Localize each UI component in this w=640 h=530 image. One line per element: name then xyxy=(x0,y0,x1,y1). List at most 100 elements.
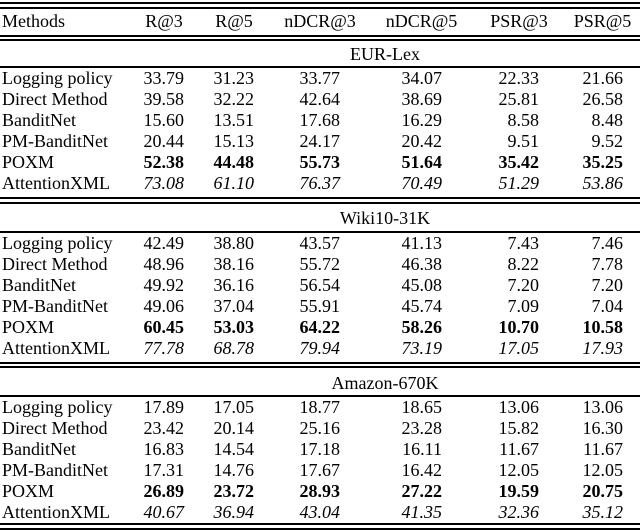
value-cell: 17.67 xyxy=(299,460,341,480)
value-cell: 56.54 xyxy=(299,274,341,295)
method-cell: PM-BanditNet xyxy=(2,131,108,151)
column-header-methods: Methods xyxy=(2,11,65,31)
section-title-row: EUR-Lex xyxy=(0,42,640,66)
value-cell: 7.78 xyxy=(591,253,624,274)
value-cell: 31.23 xyxy=(213,68,255,88)
method-cell: Logging policy xyxy=(2,232,113,253)
value-cell: 34.07 xyxy=(401,68,443,88)
column-header-psr3: PSR@3 xyxy=(490,11,548,31)
column-header-r5: R@5 xyxy=(215,11,253,31)
method-cell: Logging policy xyxy=(2,397,113,417)
value-cell: 17.93 xyxy=(582,337,624,358)
value-cell: 20.75 xyxy=(582,481,624,501)
value-cell: 22.33 xyxy=(498,68,540,88)
table-row: Logging policy 17.89 17.05 18.77 18.65 1… xyxy=(0,397,640,418)
value-cell: 13.06 xyxy=(498,397,540,417)
rule-single xyxy=(0,66,640,68)
value-cell: 53.86 xyxy=(582,173,624,193)
value-cell: 49.92 xyxy=(143,274,185,295)
column-header-ndcr5: nDCR@5 xyxy=(385,11,458,31)
value-cell: 35.25 xyxy=(582,152,624,172)
value-cell: 13.51 xyxy=(213,110,255,130)
table-row: Direct Method 23.42 20.14 25.16 23.28 15… xyxy=(0,418,640,439)
value-cell: 68.78 xyxy=(213,337,255,358)
method-cell: Direct Method xyxy=(2,89,108,109)
value-cell: 16.42 xyxy=(401,460,443,480)
value-cell: 7.46 xyxy=(591,232,624,253)
value-cell: 9.51 xyxy=(507,131,540,151)
table-row: BanditNet 49.92 36.16 56.54 45.08 7.20 7… xyxy=(0,275,640,296)
method-cell: BanditNet xyxy=(2,110,76,130)
table-row: BanditNet 16.83 14.54 17.18 16.11 11.67 … xyxy=(0,439,640,460)
value-cell: 79.94 xyxy=(299,337,341,358)
method-cell: AttentionXML xyxy=(2,173,110,193)
value-cell: 64.22 xyxy=(299,316,341,337)
section-title-row: Wiki10-31K xyxy=(0,207,640,231)
rule-double-section xyxy=(0,361,640,368)
value-cell: 58.26 xyxy=(401,316,443,337)
value-cell: 45.74 xyxy=(401,295,443,316)
value-cell: 7.09 xyxy=(507,295,540,316)
value-cell: 25.81 xyxy=(498,89,540,109)
table-row: PM-BanditNet 20.44 15.13 24.17 20.42 9.5… xyxy=(0,131,640,152)
value-cell: 51.29 xyxy=(498,173,540,193)
value-cell: 35.42 xyxy=(498,152,540,172)
value-cell: 41.13 xyxy=(401,232,443,253)
value-cell: 60.45 xyxy=(143,316,185,337)
table-row-attentionxml: AttentionXML 77.78 68.78 79.94 73.19 17.… xyxy=(0,338,640,359)
value-cell: 14.76 xyxy=(213,460,255,480)
rule-double-top xyxy=(0,2,640,9)
value-cell: 70.49 xyxy=(401,173,443,193)
value-cell: 76.37 xyxy=(299,173,341,193)
method-cell: BanditNet xyxy=(2,439,76,459)
column-header-r3: R@3 xyxy=(145,11,183,31)
value-cell: 20.44 xyxy=(143,131,185,151)
section-title-row: Amazon-670K xyxy=(0,371,640,395)
method-cell: PM-BanditNet xyxy=(2,460,108,480)
value-cell: 44.48 xyxy=(213,152,255,172)
method-cell: BanditNet xyxy=(2,274,76,295)
table-row: Logging policy 33.79 31.23 33.77 34.07 2… xyxy=(0,68,640,89)
value-cell: 11.67 xyxy=(499,439,539,459)
value-cell: 52.38 xyxy=(143,152,185,172)
rule-double-section xyxy=(0,197,640,204)
value-cell: 49.06 xyxy=(143,295,185,316)
value-cell: 55.72 xyxy=(299,253,341,274)
value-cell: 55.91 xyxy=(299,295,341,316)
value-cell: 10.70 xyxy=(498,316,540,337)
column-header-ndcr3: nDCR@3 xyxy=(284,11,356,31)
value-cell: 12.05 xyxy=(582,460,624,480)
value-cell: 55.73 xyxy=(299,152,341,172)
value-cell: 17.89 xyxy=(143,397,185,417)
value-cell: 45.08 xyxy=(401,274,443,295)
section-title-amazon-670k: Amazon-670K xyxy=(331,372,439,393)
value-cell: 42.64 xyxy=(299,89,341,109)
value-cell: 9.52 xyxy=(591,131,624,151)
column-header-psr5: PSR@5 xyxy=(573,11,632,31)
value-cell: 7.20 xyxy=(507,274,540,295)
value-cell: 17.05 xyxy=(213,397,255,417)
value-cell: 7.20 xyxy=(591,274,624,295)
value-cell: 23.42 xyxy=(143,418,185,438)
value-cell: 40.67 xyxy=(143,502,185,522)
method-cell: Logging policy xyxy=(2,68,113,88)
value-cell: 73.19 xyxy=(401,337,443,358)
value-cell: 53.03 xyxy=(213,316,255,337)
value-cell: 26.89 xyxy=(143,481,185,501)
value-cell: 27.22 xyxy=(401,481,443,501)
method-cell: Direct Method xyxy=(2,253,108,274)
value-cell: 51.64 xyxy=(401,152,443,172)
value-cell: 16.30 xyxy=(582,418,624,438)
value-cell: 15.13 xyxy=(213,131,255,151)
header-row: Methods R@3 R@5 nDCR@3 nDCR@5 PSR@3 PSR@… xyxy=(0,9,640,35)
section-title-wiki10-31k: Wiki10-31K xyxy=(339,208,431,228)
method-cell: PM-BanditNet xyxy=(2,295,108,316)
value-cell: 42.49 xyxy=(143,232,185,253)
value-cell: 18.65 xyxy=(401,397,443,417)
value-cell: 17.18 xyxy=(299,439,341,459)
value-cell: 41.35 xyxy=(401,502,443,522)
method-cell: AttentionXML xyxy=(2,337,110,358)
table-row: PM-BanditNet 49.06 37.04 55.91 45.74 7.0… xyxy=(0,296,640,317)
value-cell: 33.77 xyxy=(299,68,341,88)
